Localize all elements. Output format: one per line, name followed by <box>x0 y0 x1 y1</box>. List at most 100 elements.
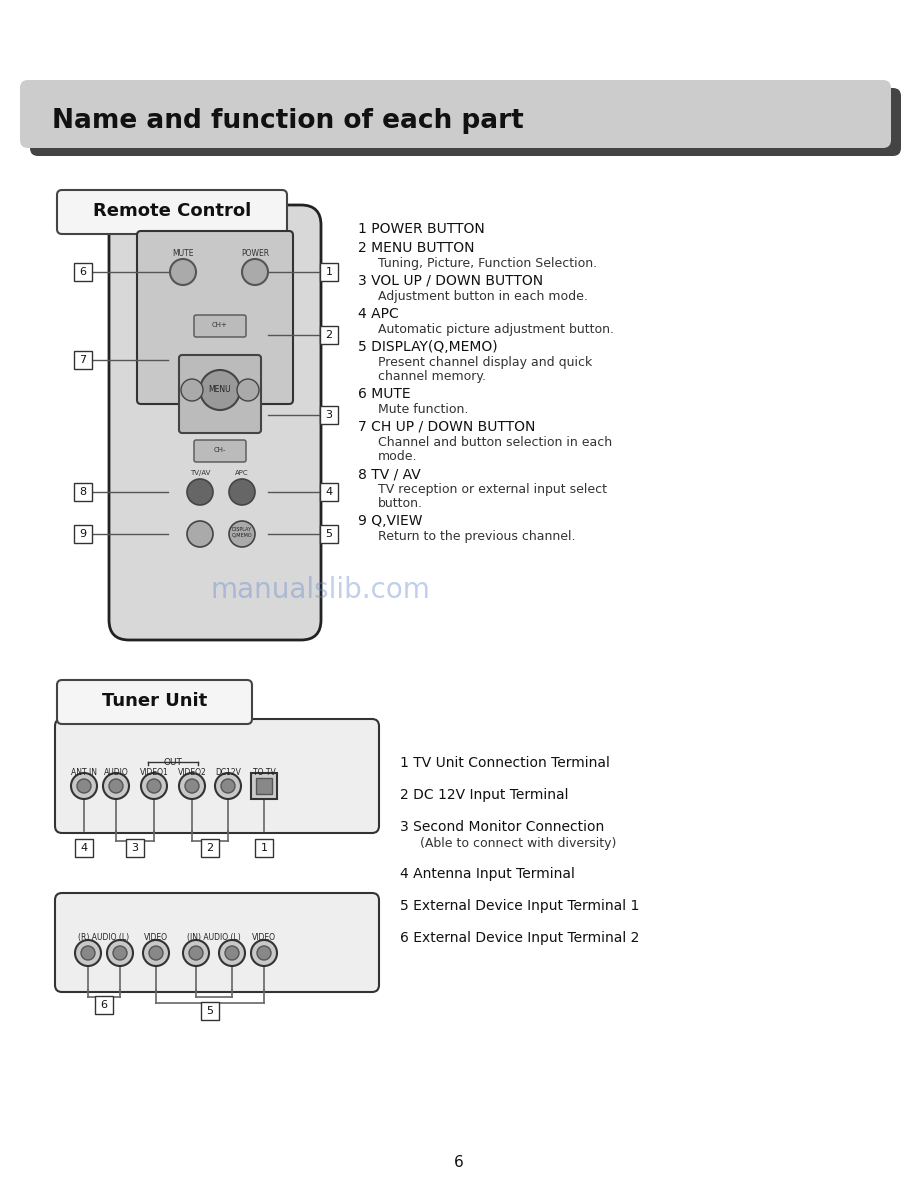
Text: Adjustment button in each mode.: Adjustment button in each mode. <box>378 290 588 303</box>
Circle shape <box>71 773 97 800</box>
Circle shape <box>183 940 209 966</box>
FancyBboxPatch shape <box>95 996 113 1015</box>
Text: Tuning, Picture, Function Selection.: Tuning, Picture, Function Selection. <box>378 257 597 270</box>
Circle shape <box>187 522 213 546</box>
Text: 2: 2 <box>207 843 214 853</box>
Circle shape <box>229 522 255 546</box>
Circle shape <box>77 779 91 794</box>
Text: APC: APC <box>235 470 249 476</box>
Circle shape <box>200 369 240 410</box>
Text: 6: 6 <box>100 1000 107 1010</box>
Text: 2 MENU BUTTON: 2 MENU BUTTON <box>358 241 475 255</box>
Text: mode.: mode. <box>378 450 418 463</box>
Text: 6 External Device Input Terminal 2: 6 External Device Input Terminal 2 <box>400 931 639 944</box>
Text: Automatic picture adjustment button.: Automatic picture adjustment button. <box>378 323 614 336</box>
Circle shape <box>75 940 101 966</box>
FancyBboxPatch shape <box>201 839 219 857</box>
Text: 6: 6 <box>80 267 86 277</box>
FancyBboxPatch shape <box>30 88 901 156</box>
Text: 9 Q,VIEW: 9 Q,VIEW <box>358 514 422 527</box>
Circle shape <box>181 379 203 402</box>
Text: 6 MUTE: 6 MUTE <box>358 387 410 402</box>
Text: VIDEO1: VIDEO1 <box>140 767 168 777</box>
FancyBboxPatch shape <box>75 839 93 857</box>
Text: Name and function of each part: Name and function of each part <box>52 108 524 134</box>
Text: button.: button. <box>378 497 423 510</box>
FancyBboxPatch shape <box>194 315 246 337</box>
Text: 3 Second Monitor Connection: 3 Second Monitor Connection <box>400 820 604 834</box>
FancyBboxPatch shape <box>137 230 293 404</box>
FancyBboxPatch shape <box>256 778 272 794</box>
Circle shape <box>147 779 161 794</box>
Text: Channel and button selection in each: Channel and button selection in each <box>378 436 612 449</box>
Text: CH-: CH- <box>214 447 226 453</box>
FancyBboxPatch shape <box>55 719 379 833</box>
Text: 8 TV / AV: 8 TV / AV <box>358 467 420 481</box>
Circle shape <box>257 946 271 960</box>
FancyBboxPatch shape <box>74 350 92 369</box>
Circle shape <box>103 773 129 800</box>
Text: VIDEO: VIDEO <box>144 933 168 942</box>
FancyBboxPatch shape <box>320 406 338 424</box>
Circle shape <box>215 773 241 800</box>
Text: 6: 6 <box>454 1155 464 1170</box>
Circle shape <box>109 779 123 794</box>
Text: 1: 1 <box>261 843 267 853</box>
FancyBboxPatch shape <box>57 190 287 234</box>
Text: Mute function.: Mute function. <box>378 403 468 416</box>
FancyBboxPatch shape <box>74 484 92 501</box>
Text: DISPLAY
Q,MEMO: DISPLAY Q,MEMO <box>231 526 252 537</box>
Text: VIDEO2: VIDEO2 <box>177 767 207 777</box>
Text: 1: 1 <box>326 267 332 277</box>
FancyBboxPatch shape <box>251 773 277 800</box>
Text: (Able to connect with diversity): (Able to connect with diversity) <box>420 838 616 849</box>
Circle shape <box>107 940 133 966</box>
Text: Return to the previous channel.: Return to the previous channel. <box>378 530 576 543</box>
Circle shape <box>141 773 167 800</box>
Text: POWER: POWER <box>241 249 269 258</box>
Text: (R) AUDIO (L): (R) AUDIO (L) <box>78 933 129 942</box>
Circle shape <box>187 479 213 505</box>
Text: 8: 8 <box>80 487 86 497</box>
Text: 1 TV Unit Connection Terminal: 1 TV Unit Connection Terminal <box>400 756 610 770</box>
Text: CH+: CH+ <box>212 322 228 328</box>
Text: 4 Antenna Input Terminal: 4 Antenna Input Terminal <box>400 867 575 881</box>
Circle shape <box>251 940 277 966</box>
Circle shape <box>149 946 163 960</box>
Text: 4 APC: 4 APC <box>358 307 398 321</box>
Text: 7 CH UP / DOWN BUTTON: 7 CH UP / DOWN BUTTON <box>358 421 535 434</box>
Text: DC12V: DC12V <box>215 767 241 777</box>
FancyBboxPatch shape <box>74 263 92 282</box>
FancyBboxPatch shape <box>55 893 379 992</box>
Text: 2: 2 <box>326 330 332 340</box>
Circle shape <box>225 946 239 960</box>
Text: 3 VOL UP / DOWN BUTTON: 3 VOL UP / DOWN BUTTON <box>358 274 543 287</box>
FancyBboxPatch shape <box>57 680 252 723</box>
FancyBboxPatch shape <box>126 839 144 857</box>
Text: 5: 5 <box>207 1006 214 1016</box>
Text: 3: 3 <box>326 410 332 421</box>
Text: 5 External Device Input Terminal 1: 5 External Device Input Terminal 1 <box>400 899 639 914</box>
Circle shape <box>229 479 255 505</box>
FancyBboxPatch shape <box>320 525 338 543</box>
Text: (IN) AUDIO (L): (IN) AUDIO (L) <box>187 933 241 942</box>
Text: 3: 3 <box>131 843 139 853</box>
Text: 7: 7 <box>80 355 86 365</box>
FancyBboxPatch shape <box>201 1001 219 1020</box>
Text: manualslib.com: manualslib.com <box>210 576 430 604</box>
Text: AUDIO: AUDIO <box>104 767 129 777</box>
Circle shape <box>185 779 199 794</box>
Text: VIDEO: VIDEO <box>252 933 276 942</box>
FancyBboxPatch shape <box>179 355 261 432</box>
Circle shape <box>219 940 245 966</box>
Text: 9: 9 <box>80 529 86 539</box>
Text: Tuner Unit: Tuner Unit <box>102 691 207 710</box>
Text: Present channel display and quick: Present channel display and quick <box>378 356 592 369</box>
Text: 2 DC 12V Input Terminal: 2 DC 12V Input Terminal <box>400 788 568 802</box>
Text: 4: 4 <box>326 487 332 497</box>
Circle shape <box>189 946 203 960</box>
FancyBboxPatch shape <box>255 839 273 857</box>
FancyBboxPatch shape <box>320 484 338 501</box>
Circle shape <box>237 379 259 402</box>
Text: MUTE: MUTE <box>173 249 194 258</box>
